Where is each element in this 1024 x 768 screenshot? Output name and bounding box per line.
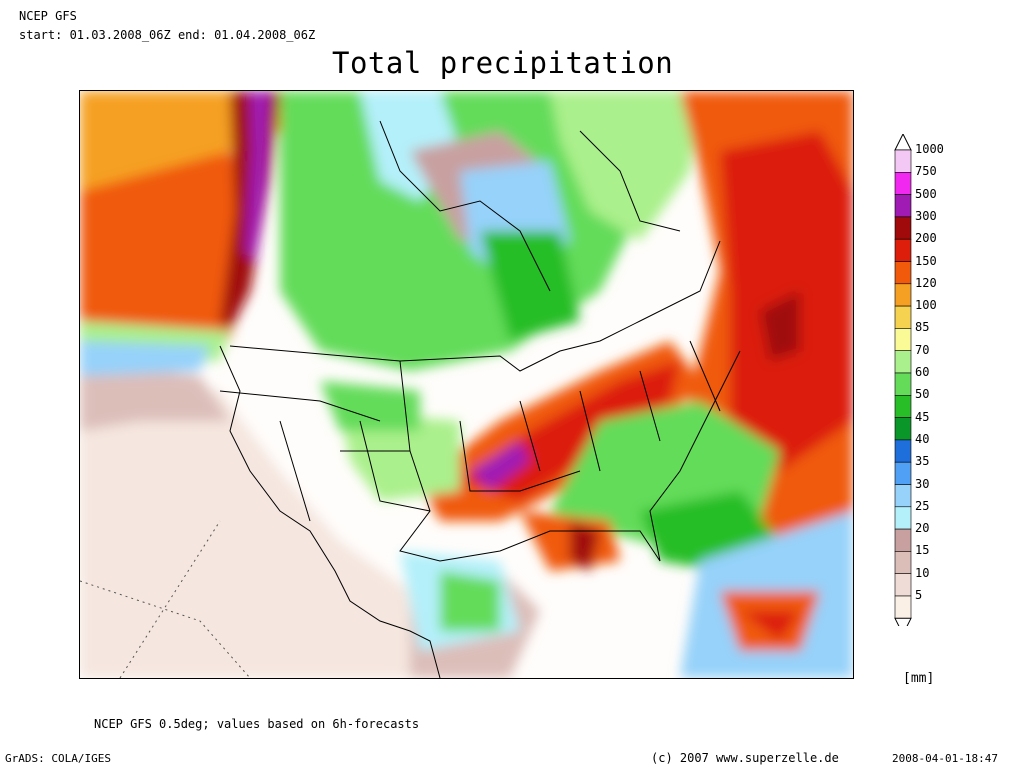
ocean-boundaries	[80, 520, 251, 678]
legend-label: 60	[915, 365, 930, 379]
legend-label: 20	[915, 521, 930, 536]
software-credit: GrADS: COLA/IGES	[5, 752, 111, 765]
legend-label: 300	[915, 208, 937, 223]
legend-arrow-bottom	[894, 617, 912, 626]
legend-swatch	[894, 417, 912, 441]
legend-label: 1000	[915, 142, 944, 156]
legend-label: 50	[915, 387, 930, 402]
legend-label: 25	[915, 498, 930, 513]
legend-swatch	[894, 350, 912, 374]
legend-swatch	[894, 573, 912, 597]
legend-label: 70	[915, 342, 930, 357]
legend-label: 120	[915, 275, 937, 290]
legend-swatch	[894, 171, 912, 195]
precip-field	[80, 91, 853, 678]
legend-label: 40	[915, 431, 930, 446]
legend-label: 150	[915, 253, 937, 268]
legend-swatch	[894, 305, 912, 329]
legend-label: 100	[915, 298, 937, 313]
legend-label: 15	[915, 543, 930, 558]
legend-label: 10	[915, 565, 930, 580]
timestamp: 2008-04-01-18:47	[892, 752, 998, 765]
forecast-period: start: 01.03.2008_06Z end: 01.04.2008_06…	[19, 28, 316, 42]
legend-swatch	[894, 261, 912, 285]
model-name: NCEP GFS	[19, 9, 77, 23]
map-title: Total precipitation	[332, 46, 674, 80]
country-borders	[219, 120, 741, 678]
color-scale	[894, 134, 912, 626]
legend-swatch	[894, 216, 912, 240]
legend-label: 45	[915, 409, 930, 424]
legend-label: 200	[915, 231, 937, 246]
legend-swatch	[894, 149, 912, 173]
legend-label: 30	[915, 476, 930, 491]
legend-swatch	[894, 328, 912, 351]
legend-swatch	[894, 394, 912, 418]
legend-label: 500	[915, 186, 937, 201]
legend-swatch	[894, 484, 912, 508]
legend-swatch	[894, 595, 912, 619]
legend-arrow-top	[894, 134, 912, 151]
legend-swatch	[894, 194, 912, 218]
units-label: [mm]	[903, 671, 935, 686]
legend-label: 5	[915, 588, 923, 602]
legend-label: 750	[915, 164, 937, 179]
legend-swatch	[894, 528, 912, 552]
source-note: NCEP GFS 0.5deg; values based on 6h-fore…	[94, 717, 420, 731]
legend-swatch	[894, 506, 912, 530]
legend-swatch	[894, 439, 912, 463]
legend-swatch	[894, 238, 912, 262]
legend-swatch	[894, 551, 912, 574]
precipitation-map	[79, 90, 854, 679]
copyright: (c) 2007 www.superzelle.de	[651, 751, 839, 765]
legend-label: 35	[915, 454, 930, 469]
legend-swatch	[894, 372, 912, 396]
legend-swatch	[894, 283, 912, 307]
legend-swatch	[894, 461, 912, 485]
legend-label: 85	[915, 320, 930, 335]
